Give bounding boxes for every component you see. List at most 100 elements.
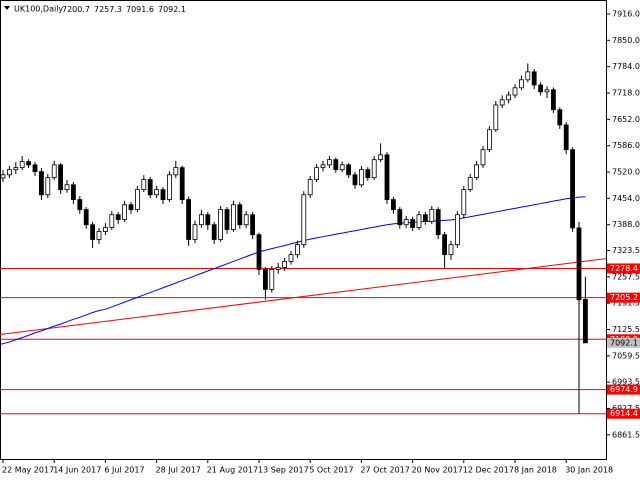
x-tick-label: 20 Nov 2017: [412, 466, 463, 475]
candle-body: [525, 71, 531, 81]
candle-body: [358, 169, 364, 186]
x-tick-label: 12 Dec 2017: [463, 466, 514, 475]
candle-body: [13, 167, 19, 171]
candle-body: [186, 199, 192, 240]
symbol-icon: [4, 6, 10, 10]
candle-body: [416, 214, 422, 228]
candle-body: [275, 267, 281, 270]
candle-body: [326, 159, 332, 166]
candle-body: [346, 164, 352, 176]
y-tick-label: 7454.0: [612, 194, 640, 203]
x-tick-label: 5 Oct 2017: [309, 466, 353, 475]
candle-body: [320, 164, 326, 169]
candle-body: [506, 94, 512, 101]
candle-body: [134, 189, 140, 210]
level-label-box: [607, 384, 640, 395]
candle-body: [250, 214, 256, 236]
y-tick-label: 7059.5: [612, 351, 640, 360]
candle-body: [493, 104, 499, 131]
candle-body: [109, 214, 115, 228]
candle-body: [499, 99, 505, 106]
y-tick-label: 7125.5: [612, 325, 640, 334]
candle-body: [282, 261, 288, 268]
candle-body: [352, 174, 358, 186]
candle-body: [403, 219, 409, 226]
candle-body: [512, 87, 518, 96]
level-label: 6974.9: [610, 385, 638, 394]
candle-body: [26, 161, 32, 166]
candle-body: [211, 224, 217, 240]
y-tick-label: 7586.0: [612, 141, 640, 150]
candle-body: [115, 214, 121, 220]
candle-body: [557, 109, 563, 126]
candle-body: [538, 84, 543, 93]
y-tick-label: 7652.0: [612, 115, 640, 124]
x-tick-label: 28 Jul 2017: [156, 466, 201, 475]
candle-body: [237, 204, 243, 226]
level-label: 6914.4: [610, 409, 638, 418]
candle-body: [96, 231, 102, 240]
candle-body: [371, 159, 377, 179]
y-tick-label: 7388.0: [612, 220, 640, 229]
y-tick-label: 7784.0: [612, 62, 640, 71]
y-tick-label: 6861.5: [612, 430, 640, 439]
ohlc-value: 7092.1: [158, 5, 186, 14]
candle-body: [160, 189, 166, 200]
candle-body: [45, 177, 51, 196]
candle-body: [256, 234, 262, 270]
candle-body: [269, 269, 275, 290]
candle-body: [83, 209, 89, 226]
candle-body: [77, 199, 83, 210]
candle-body: [301, 194, 307, 246]
candle-body: [448, 244, 454, 256]
candle-body: [365, 169, 371, 179]
candle-body: [294, 244, 300, 256]
x-tick-label: 13 Sep 2017: [258, 466, 309, 475]
candle-body: [154, 189, 160, 196]
x-tick-label: 30 Jan 2018: [565, 466, 613, 475]
level-label: 7278.4: [610, 264, 638, 273]
level-label: 7205.2: [610, 293, 638, 302]
y-tick-label: 7323.5: [612, 246, 640, 255]
candle-body: [570, 149, 575, 229]
candle-body: [103, 227, 108, 232]
candle-body: [576, 227, 582, 301]
level-label-box: [607, 263, 640, 274]
candle-body: [173, 167, 179, 176]
y-tick-label: 7850.0: [612, 36, 640, 45]
candle-body: [64, 184, 70, 190]
x-tick-label: 8 Jan 2018: [514, 466, 557, 475]
candle-body: [544, 89, 550, 93]
candle-body: [467, 177, 473, 190]
trend-line: [0, 258, 607, 335]
candle-body: [7, 169, 12, 176]
candle-body: [198, 214, 204, 226]
candle-body: [71, 184, 76, 200]
level-label-box: [607, 292, 640, 303]
candle-body: [519, 79, 524, 89]
candle-body: [390, 199, 396, 210]
moving-average: [0, 196, 586, 345]
candle-body: [192, 224, 198, 240]
level-label-box: [607, 408, 640, 419]
candle-body: [218, 209, 224, 240]
candle-body: [90, 224, 95, 240]
candle-body: [39, 171, 44, 196]
candle-body: [51, 164, 57, 179]
candle-body: [454, 214, 460, 246]
candle-body: [58, 164, 63, 190]
candle-body: [224, 209, 230, 230]
candle-body: [461, 189, 467, 216]
y-tick-label: 7916.0: [612, 9, 640, 18]
candle-body: [397, 209, 403, 226]
candle-body: [333, 159, 339, 171]
ohlc-value: 7200.7: [62, 5, 90, 14]
candle-body: [314, 167, 320, 181]
candle-body: [128, 204, 134, 210]
candle-body: [435, 209, 441, 236]
ohlc-header: 7200.7 7257.3 7091.6 7092.1: [62, 5, 186, 14]
candle-body: [563, 124, 569, 151]
candle-body: [141, 179, 147, 190]
ohlc-value: 7091.6: [126, 5, 154, 14]
candle-body: [179, 167, 185, 200]
